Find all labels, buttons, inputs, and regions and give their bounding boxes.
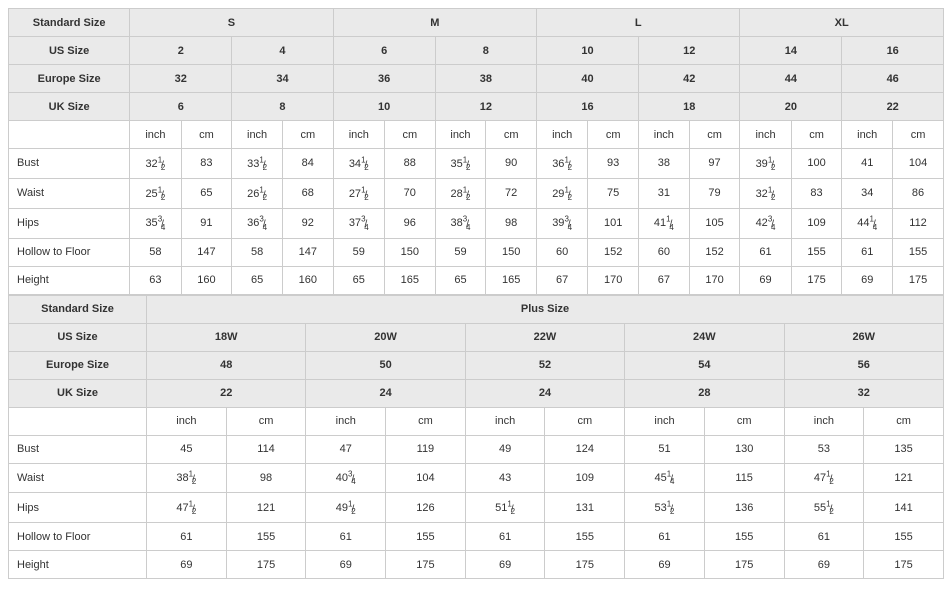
size-s: S (130, 9, 333, 37)
uk-10: 10 (333, 93, 435, 121)
eu-34: 34 (232, 65, 333, 93)
us-22w: 22W (465, 323, 624, 351)
hollow-label: Hollow to Floor (9, 238, 130, 266)
row-hollow-plus: Hollow to Floor 61155 61155 61155 61155 … (9, 523, 944, 551)
europe-size-label-2: Europe Size (9, 351, 147, 379)
us-14: 14 (740, 37, 842, 65)
standard-size-label: Standard Size (9, 9, 130, 37)
uk-8: 8 (232, 93, 333, 121)
eu-52: 52 (465, 351, 624, 379)
plus-size-table: Standard Size Plus Size US Size 18W 20W … (8, 295, 944, 580)
row-waist: Waist 251/265 261/268 271/270 281/272 29… (9, 178, 944, 208)
us-4: 4 (232, 37, 333, 65)
us-24w: 24W (625, 323, 784, 351)
us-18w: 18W (147, 323, 306, 351)
us-6: 6 (333, 37, 435, 65)
eu-42: 42 (639, 65, 740, 93)
eu-44: 44 (740, 65, 842, 93)
size-xl: XL (740, 9, 944, 37)
unit-cm: cm (181, 121, 232, 149)
standard-size-table: Standard Size S M L XL US Size 2 4 6 8 1… (8, 8, 944, 295)
uk-p22: 22 (147, 379, 306, 407)
uk-p24b: 24 (465, 379, 624, 407)
unit-inch: inch (130, 121, 181, 149)
row-hips: Hips 353/491 363/492 373/496 383/498 393… (9, 208, 944, 238)
height-label: Height (9, 266, 130, 294)
eu-32: 32 (130, 65, 232, 93)
eu-46: 46 (842, 65, 944, 93)
uk-22: 22 (842, 93, 944, 121)
uk-6: 6 (130, 93, 232, 121)
uk-18: 18 (639, 93, 740, 121)
us-20w: 20W (306, 323, 465, 351)
row-waist-plus: Waist 381/298 403/4104 43109 451/4115 47… (9, 463, 944, 493)
bust-label: Bust (9, 149, 130, 179)
eu-40: 40 (537, 65, 639, 93)
us-2: 2 (130, 37, 232, 65)
eu-56: 56 (784, 351, 943, 379)
uk-12: 12 (435, 93, 536, 121)
us-10: 10 (537, 37, 639, 65)
us-26w: 26W (784, 323, 943, 351)
row-height-plus: Height 69175 69175 69175 69175 69175 (9, 551, 944, 579)
us-16: 16 (842, 37, 944, 65)
hips-label: Hips (9, 208, 130, 238)
us-size-label: US Size (9, 37, 130, 65)
eu-48: 48 (147, 351, 306, 379)
eu-54: 54 (625, 351, 784, 379)
uk-size-label: UK Size (9, 93, 130, 121)
uk-p32: 32 (784, 379, 943, 407)
row-hollow: Hollow to Floor 58147 58147 59150 59150 … (9, 238, 944, 266)
row-hips-plus: Hips 471/2121 491/2126 511/2131 531/2136… (9, 493, 944, 523)
unit-row-standard: inchcm inchcm inchcm inchcm inchcm inchc… (9, 121, 944, 149)
uk-p28: 28 (625, 379, 784, 407)
uk-p24: 24 (306, 379, 465, 407)
size-m: M (333, 9, 536, 37)
uk-16: 16 (537, 93, 639, 121)
standard-size-label-2: Standard Size (9, 295, 147, 323)
plus-size-label: Plus Size (147, 295, 944, 323)
us-12: 12 (639, 37, 740, 65)
us-size-label-2: US Size (9, 323, 147, 351)
eu-38: 38 (435, 65, 536, 93)
unit-row-plus: inchcm inchcm inchcm inchcm inchcm (9, 407, 944, 435)
waist-label: Waist (9, 178, 130, 208)
row-bust: Bust 321/283 331/284 341/288 351/290 361… (9, 149, 944, 179)
uk-20: 20 (740, 93, 842, 121)
row-height: Height 63160 65160 65165 65165 67170 671… (9, 266, 944, 294)
row-bust-plus: Bust 45114 47119 49124 51130 53135 (9, 435, 944, 463)
cell: 321/2 (130, 149, 181, 179)
eu-50: 50 (306, 351, 465, 379)
europe-size-label: Europe Size (9, 65, 130, 93)
uk-size-label-2: UK Size (9, 379, 147, 407)
us-8: 8 (435, 37, 536, 65)
size-l: L (537, 9, 740, 37)
eu-36: 36 (333, 65, 435, 93)
